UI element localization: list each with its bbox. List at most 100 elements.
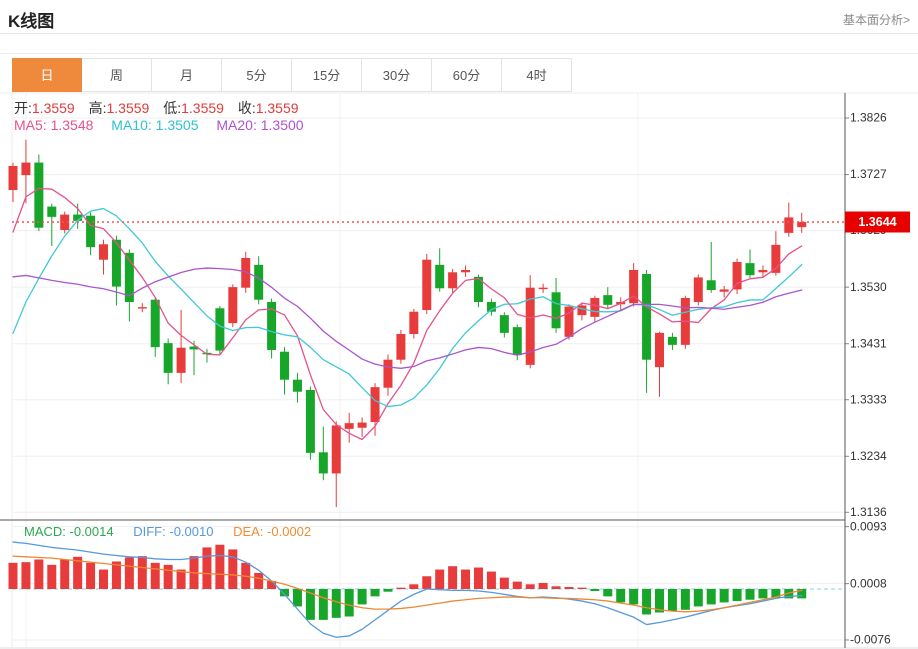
macd-bar: [706, 589, 716, 605]
candle-body: [409, 311, 419, 334]
ma10-line: [12, 207, 803, 408]
candle-body: [396, 334, 406, 360]
macd-bar: [435, 569, 445, 589]
candle-body: [655, 332, 664, 368]
tab-week[interactable]: 周: [82, 58, 152, 92]
macd-bar: [331, 589, 341, 618]
price-axis-label: 1.3826: [850, 111, 887, 125]
macd-bar: [215, 544, 225, 589]
tab-month[interactable]: 月: [152, 58, 222, 92]
macd-bar: [667, 589, 677, 612]
macd-bar: [228, 549, 238, 589]
candle-body: [241, 258, 251, 288]
macd-bar: [383, 589, 393, 592]
current-price-badge: [845, 211, 910, 233]
candle-body: [448, 272, 458, 289]
price-axis-label: 1.3234: [850, 449, 887, 463]
close-label: 收:: [237, 100, 256, 116]
macd-bar: [409, 584, 419, 589]
diff-line: [12, 541, 803, 638]
candle-body: [267, 302, 277, 350]
macd-bar: [137, 556, 147, 589]
macd-bar: [318, 589, 328, 620]
candle-body: [538, 287, 548, 290]
candle-body: [667, 336, 677, 345]
ma5-value: MA5: 1.3548: [14, 117, 94, 133]
candle-body: [189, 346, 199, 350]
close-value: 1.3559: [255, 100, 299, 116]
macd-bar: [280, 589, 290, 597]
candle-body: [280, 351, 290, 380]
fundamental-analysis-link[interactable]: 基本面分析>: [842, 13, 910, 27]
candle-body: [8, 166, 18, 190]
macd-bar: [499, 577, 509, 589]
macd-bar: [99, 569, 109, 589]
price-axis-label: 1.3727: [850, 167, 887, 181]
macd-bar: [603, 589, 613, 597]
candle-body: [771, 244, 781, 273]
dea-line: [12, 555, 803, 613]
candle-body: [784, 217, 794, 233]
candle-body: [797, 222, 807, 228]
macd-bar: [525, 584, 535, 589]
macd-bar: [745, 589, 755, 600]
tab-60min[interactable]: 60分: [432, 58, 502, 92]
macd-bar: [150, 562, 160, 589]
candle-body: [732, 262, 742, 290]
macd-bar: [655, 589, 664, 613]
dea-value: DEA: -0.0002: [233, 524, 312, 539]
macd-bar: [396, 587, 406, 589]
candle-body: [47, 206, 57, 217]
ma20-line: [12, 267, 803, 369]
tab-30min[interactable]: 30分: [362, 58, 432, 92]
macd-bar: [629, 589, 639, 605]
candle-body: [383, 359, 393, 388]
tab-15min[interactable]: 15分: [292, 58, 362, 92]
candle-body: [642, 274, 652, 360]
candle-body: [305, 390, 315, 453]
candle-body: [73, 214, 83, 221]
candle-body: [551, 292, 561, 329]
candle-body: [292, 379, 302, 392]
macd-bar: [461, 569, 471, 589]
candle-body: [629, 270, 639, 304]
macd-bar: [642, 589, 652, 615]
candle-body: [564, 306, 574, 337]
macd-bar: [758, 589, 768, 599]
macd-bar: [732, 589, 742, 602]
page-title: K线图: [8, 12, 55, 31]
price-axis-label: 1.3431: [850, 336, 887, 350]
candle-body: [344, 423, 354, 429]
page-header: K线图 基本面分析>: [0, 0, 918, 34]
macd-bar: [719, 589, 729, 603]
macd-bar: [771, 589, 781, 598]
open-value: 1.3559: [31, 100, 75, 116]
low-value: 1.3559: [181, 100, 224, 116]
tab-4hour[interactable]: 4时: [502, 58, 572, 92]
macd-bar: [60, 559, 70, 589]
price-axis-label: 1.3136: [850, 505, 887, 519]
macd-bar: [163, 564, 173, 589]
tab-5min[interactable]: 5分: [222, 58, 292, 92]
candle-body: [499, 315, 509, 333]
candle-body: [176, 347, 186, 373]
candle-body: [21, 162, 31, 176]
macd-bar: [512, 581, 522, 589]
macd-bar: [305, 589, 315, 620]
macd-bar: [538, 582, 548, 589]
candle-body: [99, 244, 109, 260]
candle-body: [461, 270, 471, 273]
candle-body: [370, 387, 380, 422]
macd-bar: [616, 589, 626, 603]
macd-bar: [21, 562, 31, 589]
ohlc-legend: 开:1.3559 高:1.3559 低:1.3559 收:1.3559: [14, 98, 309, 118]
macd-bar: [176, 569, 186, 589]
ma20-value: MA20: 1.3500: [216, 117, 304, 133]
candle-body: [228, 287, 238, 324]
macd-bar: [254, 572, 264, 589]
tab-day[interactable]: 日: [12, 58, 82, 92]
macd-bar: [73, 556, 83, 589]
candle-body: [331, 425, 341, 474]
